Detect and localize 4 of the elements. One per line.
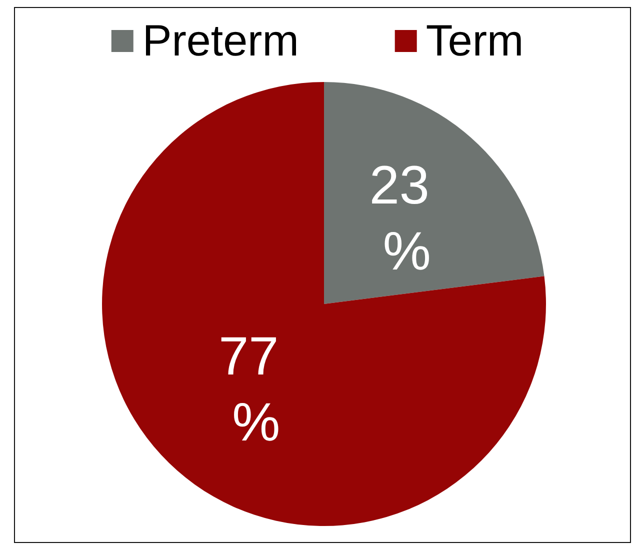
legend-label: Term [426, 16, 524, 66]
legend-label: Preterm [142, 16, 299, 66]
data-label: 77 % [217, 326, 280, 453]
data-label: 23 % [368, 155, 431, 282]
